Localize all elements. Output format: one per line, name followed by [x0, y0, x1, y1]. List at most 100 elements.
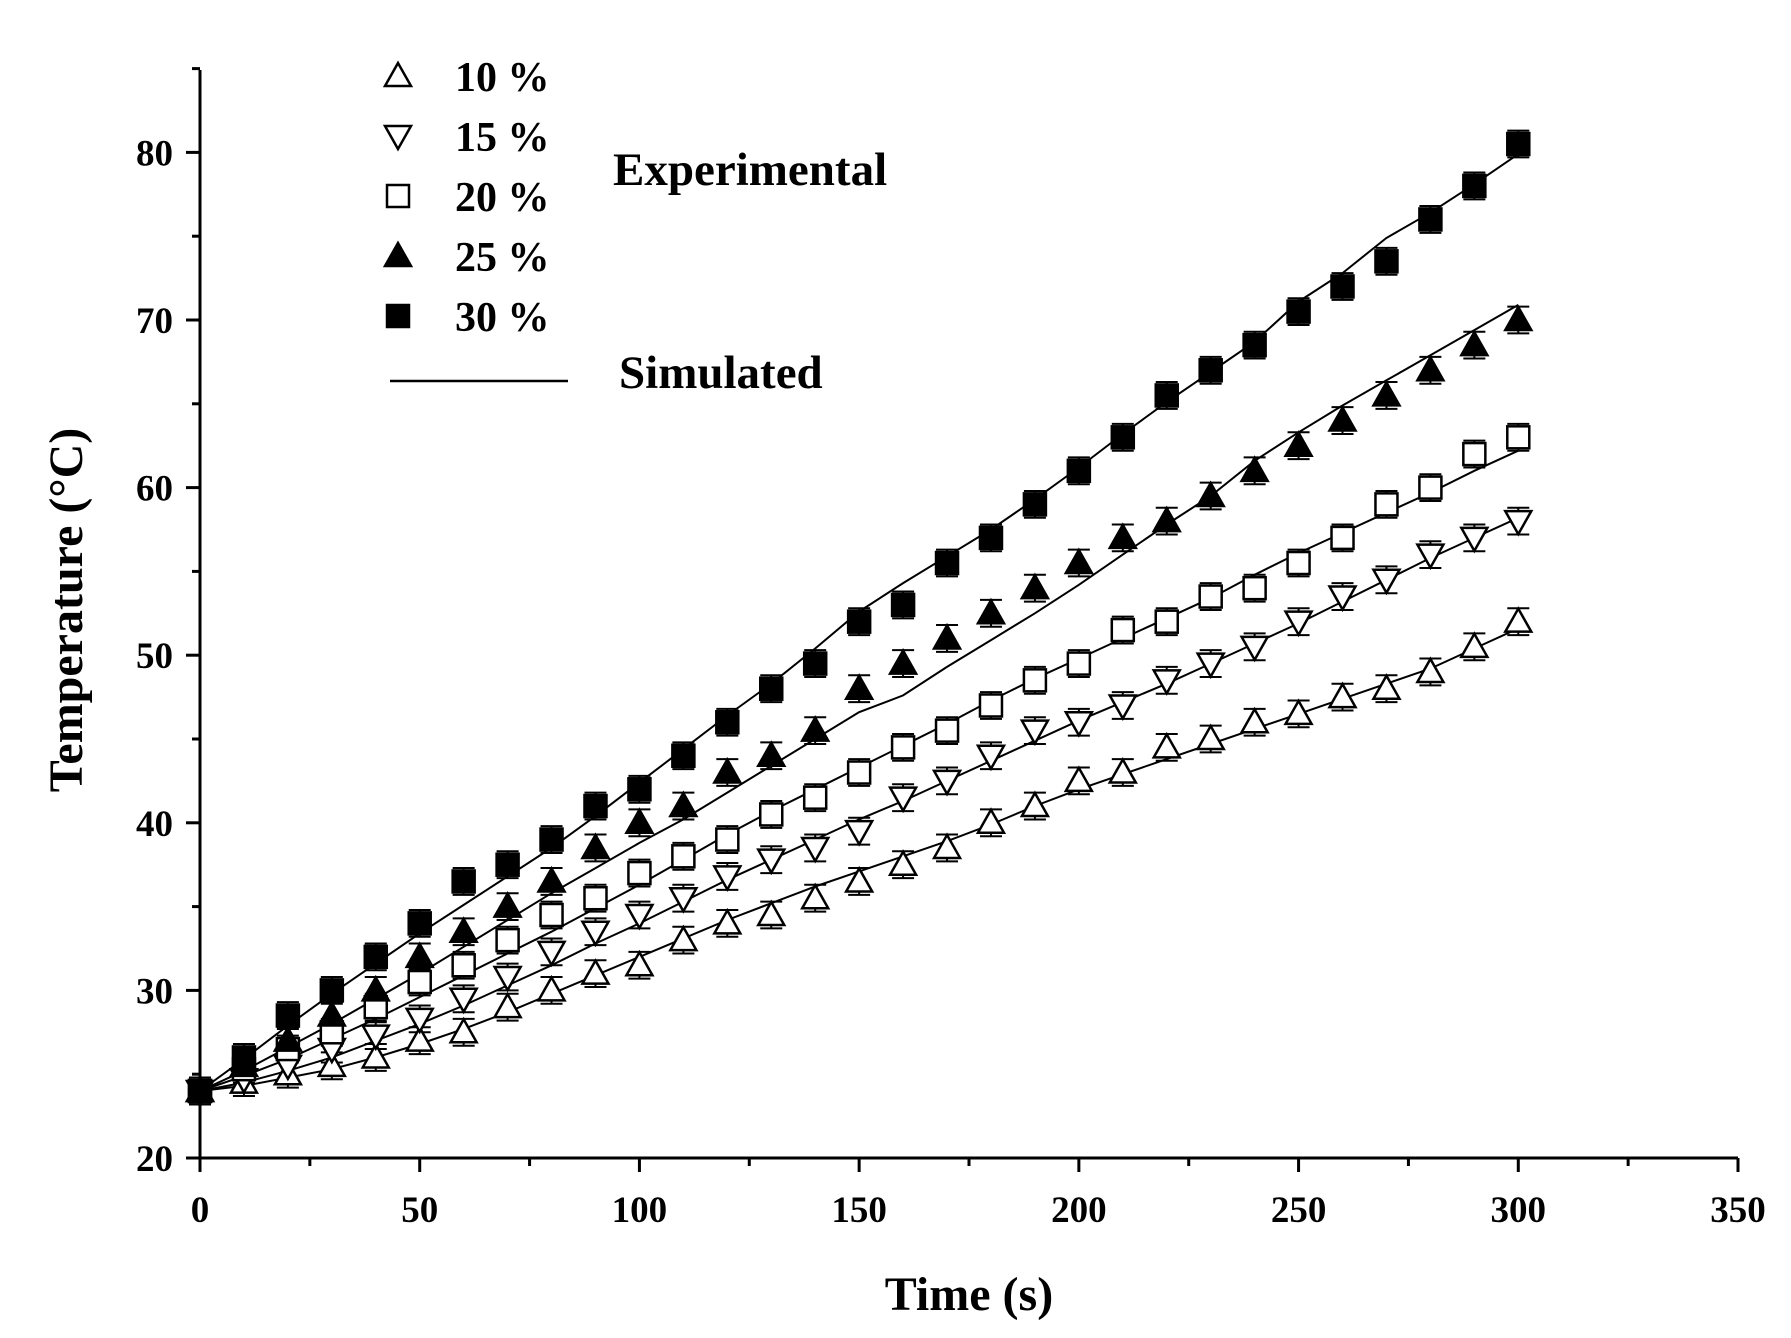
data-point-25pct — [1063, 547, 1094, 575]
data-point-30pct — [275, 1003, 301, 1028]
data-point-25pct — [492, 891, 523, 918]
data-point-30pct — [1286, 299, 1311, 324]
legend-marker — [382, 240, 414, 268]
x-tick-label: 200 — [1051, 1190, 1107, 1231]
legend: 10 % 15 % 20 % 25 % 30 % — [382, 55, 568, 383]
data-point-10pct — [624, 949, 655, 977]
data-point-25pct — [1371, 379, 1402, 407]
data-point-30pct — [407, 911, 432, 936]
data-point-10pct — [448, 1016, 479, 1044]
data-point-25pct — [1151, 505, 1182, 533]
data-point-15pct — [1107, 694, 1138, 722]
y-tick-label: 50 — [136, 636, 173, 677]
y-tick-label: 60 — [136, 469, 173, 510]
data-point-15pct — [448, 987, 479, 1015]
data-point-30pct — [934, 550, 960, 576]
data-point-20pct — [495, 927, 520, 953]
data-point-20pct — [407, 969, 432, 995]
simulated-line-15pct — [199, 516, 1519, 1092]
data-point-10pct — [1107, 756, 1138, 784]
data-point-20pct — [1066, 651, 1092, 676]
legend-marker — [385, 303, 411, 329]
data-point-15pct — [1503, 509, 1534, 537]
data-point-20pct — [671, 844, 696, 869]
x-axis-title: Time (s) — [885, 1268, 1053, 1321]
legend-label: 10 % — [455, 55, 550, 101]
data-point-20pct — [539, 902, 564, 928]
data-point-20pct — [1506, 425, 1531, 450]
data-point-10pct — [1195, 723, 1226, 751]
legend-marker — [382, 124, 414, 152]
data-point-30pct — [231, 1045, 257, 1070]
data-point-15pct — [668, 886, 699, 914]
data-point-25pct — [272, 1025, 304, 1052]
data-point-25pct — [668, 790, 699, 818]
y-tick-label: 70 — [136, 301, 173, 342]
legend-label: 25 % — [455, 235, 550, 281]
data-point-30pct — [495, 852, 520, 877]
data-point-10pct — [1503, 606, 1534, 633]
data-point-25pct — [624, 807, 655, 835]
legend-marker — [382, 60, 414, 88]
data-point-15pct — [360, 1024, 391, 1052]
data-point-15pct — [1283, 610, 1314, 638]
data-point-10pct — [404, 1025, 435, 1052]
data-point-25pct — [756, 740, 787, 768]
data-point-10pct — [756, 899, 787, 927]
data-point-15pct — [492, 965, 523, 993]
data-point-30pct — [1110, 425, 1136, 450]
data-point-30pct — [451, 869, 476, 894]
simulated-label: Simulated — [619, 347, 823, 399]
data-point-15pct — [580, 920, 611, 948]
data-point-20pct — [1110, 617, 1136, 643]
data-point-20pct — [1154, 609, 1179, 634]
data-point-20pct — [846, 760, 872, 785]
data-point-15pct — [1151, 669, 1182, 696]
data-point-15pct — [624, 903, 655, 931]
data-point-30pct — [890, 592, 916, 618]
data-point-10pct — [1327, 681, 1358, 709]
y-axis-title: Temperature (°C) — [40, 428, 93, 792]
data-point-25pct — [1195, 480, 1226, 508]
y-tick-label: 80 — [136, 133, 173, 174]
data-point-20pct — [715, 827, 740, 852]
data-point-20pct — [1374, 492, 1399, 517]
data-point-10pct — [536, 974, 567, 1002]
tick-marks — [186, 67, 1740, 1172]
data-point-20pct — [583, 885, 608, 911]
data-point-15pct — [404, 1007, 435, 1035]
data-point-25pct — [1107, 522, 1138, 550]
data-point-30pct — [802, 651, 828, 676]
data-point-25pct — [1459, 329, 1490, 357]
x-tick-label: 100 — [612, 1190, 668, 1231]
data-point-20pct — [1198, 584, 1223, 609]
data-point-15pct — [1239, 635, 1270, 663]
data-point-25pct — [1019, 572, 1051, 600]
data-point-25pct — [316, 999, 347, 1027]
data-point-10pct — [975, 807, 1007, 835]
data-point-15pct — [712, 865, 743, 892]
data-point-20pct — [1242, 575, 1267, 601]
data-point-20pct — [1022, 668, 1048, 693]
experimental-label: Experimental — [613, 144, 887, 196]
tick-labels: 0 50 100 150 200 250 300 350 20 30 40 50 60 70 80 — [136, 133, 1766, 1231]
data-point-10pct — [492, 991, 523, 1019]
data-point-30pct — [978, 525, 1004, 551]
data-point-10pct — [712, 907, 743, 935]
data-point-10pct — [668, 924, 699, 952]
data-point-30pct — [671, 743, 696, 769]
data-point-25pct — [1283, 430, 1314, 457]
data-point-30pct — [715, 709, 740, 735]
data-point-15pct — [536, 940, 567, 968]
data-point-10pct — [844, 865, 875, 893]
x-tick-label: 250 — [1271, 1190, 1327, 1231]
data-point-10pct — [1063, 765, 1094, 793]
data-point-15pct — [1063, 710, 1094, 738]
data-point-30pct — [1462, 173, 1487, 199]
data-point-15pct — [844, 819, 875, 847]
y-tick-label: 20 — [136, 1139, 173, 1180]
data-point-15pct — [887, 786, 919, 814]
data-point-10pct — [1459, 631, 1490, 659]
data-point-30pct — [1198, 358, 1223, 383]
data-point-15pct — [975, 744, 1007, 772]
